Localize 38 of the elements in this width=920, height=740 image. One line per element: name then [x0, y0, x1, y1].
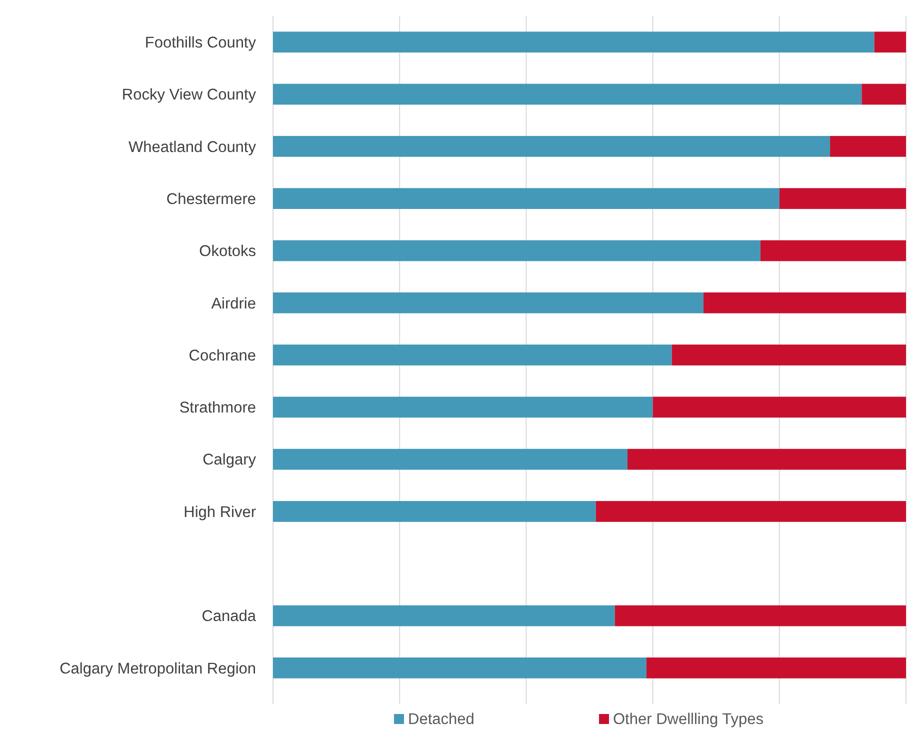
bar: [830, 136, 906, 157]
y-tick-label: High River: [184, 504, 256, 521]
bar: [273, 605, 615, 626]
bar: [273, 448, 628, 470]
bar: [273, 188, 780, 209]
bar: [273, 657, 646, 678]
bar: [652, 396, 906, 418]
bar: [273, 240, 760, 262]
y-tick-label: Okotoks: [199, 243, 256, 260]
bar: [273, 501, 596, 522]
y-tick-label: Calgary Metropolitan Region: [60, 660, 256, 678]
bar: [646, 657, 906, 678]
legend-label: Detached: [408, 711, 474, 728]
bar: [273, 84, 862, 105]
y-tick-label: Airdrie: [211, 295, 256, 312]
bar: [273, 32, 874, 53]
bar: [862, 84, 906, 105]
y-tick-label: Wheatland County: [128, 138, 256, 156]
bar: [627, 448, 906, 470]
bar: [760, 240, 906, 262]
y-tick-label: Foothills County: [144, 34, 256, 52]
bar: [672, 344, 906, 366]
y-tick-label: Strathmore: [179, 400, 256, 417]
y-tick-label: Cochrane: [188, 347, 256, 364]
bar: [874, 32, 906, 53]
bar: [273, 136, 830, 157]
y-tick-label: Rocky View County: [122, 86, 256, 104]
bar: [273, 292, 704, 314]
bar: [779, 188, 906, 209]
y-tick-label: Calgary: [202, 452, 256, 469]
bar: [703, 292, 906, 314]
bar: [273, 344, 672, 366]
legend-label: Other Dwellling Types: [613, 711, 764, 728]
y-tick-label: Chestermere: [166, 190, 256, 208]
y-tick-label: Canada: [202, 608, 256, 626]
bar: [596, 501, 906, 522]
bar: [614, 605, 906, 626]
bar: [273, 396, 653, 418]
